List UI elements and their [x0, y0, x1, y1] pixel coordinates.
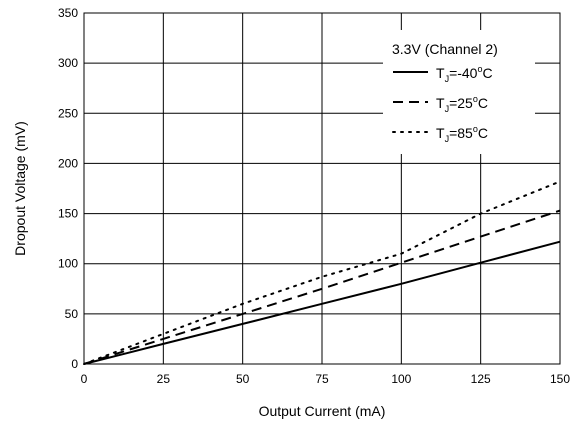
- legend-label-3: TJ=85oC: [436, 124, 488, 144]
- x-tick-label: 25: [157, 372, 171, 386]
- plot-area-frame: [83, 12, 561, 365]
- x-axis-ticks: 0 25 50 75 100 125 150: [81, 372, 571, 386]
- legend-label-2: TJ=25oC: [436, 94, 488, 114]
- y-tick-label: 350: [58, 6, 78, 20]
- series-line-1: [83, 240, 561, 365]
- x-axis-title: Output Current (mA): [259, 403, 386, 419]
- y-tick-label: 300: [58, 56, 78, 70]
- legend-title: 3.3V (Channel 2): [392, 41, 498, 57]
- series-lines: [83, 180, 561, 365]
- y-tick-label: 100: [58, 257, 78, 271]
- x-tick-label: 50: [236, 372, 250, 386]
- y-tick-label: 50: [65, 307, 79, 321]
- y-tick-label: 150: [58, 207, 78, 221]
- x-tick-label: 75: [315, 372, 329, 386]
- y-tick-label: 200: [58, 156, 78, 170]
- legend-label-1: TJ=-40oC: [436, 64, 493, 84]
- x-tick-label: 0: [81, 372, 88, 386]
- series-line-2: [83, 209, 561, 365]
- x-tick-label: 100: [391, 372, 411, 386]
- x-tick-label: 150: [550, 372, 570, 386]
- y-axis-title: Dropout Voltage (mV): [12, 121, 28, 256]
- x-tick-label: 125: [471, 372, 491, 386]
- y-tick-label: 0: [71, 357, 78, 371]
- series-line-3: [83, 180, 561, 365]
- y-tick-label: 250: [58, 106, 78, 120]
- legend-entries: TJ=-40oC TJ=25oC TJ=85oC: [392, 64, 493, 144]
- legend-background: [383, 30, 535, 154]
- y-axis-ticks: 0 50 100 150 200 250 300 350: [58, 6, 78, 371]
- legend: 3.3V (Channel 2) TJ=-40oC TJ=25oC TJ=85oC: [383, 30, 535, 154]
